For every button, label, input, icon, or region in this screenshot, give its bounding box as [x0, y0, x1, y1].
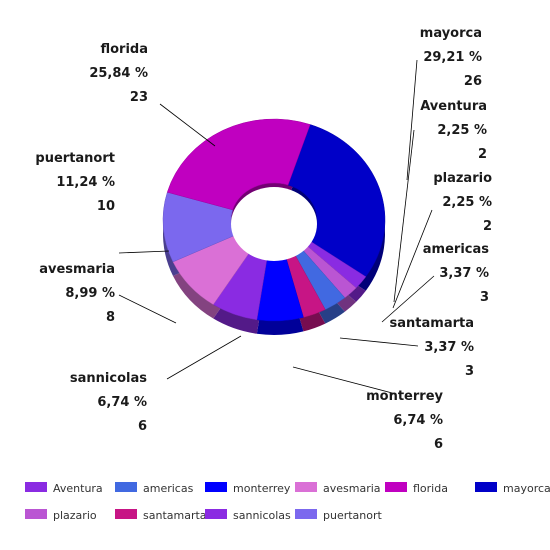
legend-label-florida: florida	[413, 482, 448, 495]
legend-swatch-americas	[115, 482, 137, 492]
leader-line-mayorca	[406, 59, 418, 181]
slice-label-name-americas: americas	[423, 242, 489, 257]
leader-line-americas	[381, 275, 435, 323]
legend-swatch-florida	[385, 482, 407, 492]
leader-line-avesmaria	[118, 294, 177, 324]
legend-label-aventura: Aventura	[53, 482, 103, 495]
slice-label-name-mayorca: mayorca	[420, 26, 482, 41]
legend-label-sannicolas: sannicolas	[233, 509, 291, 522]
leader-line-aventura	[393, 129, 415, 303]
leader-line-florida	[159, 103, 216, 147]
legend-swatch-monterrey	[205, 482, 227, 492]
legend-label-americas: americas	[143, 482, 194, 495]
legend-swatch-sannicolas	[205, 509, 227, 519]
slice-label-percent-puertanort: 11,24 %	[56, 175, 115, 190]
legend-label-mayorca: mayorca	[503, 482, 550, 495]
slice-label-percent-santamarta: 3,37 %	[424, 340, 474, 355]
legend-item-aventura: Aventura	[25, 482, 103, 495]
leader-line-monterrey	[292, 366, 397, 395]
slice-label-name-puertanort: puertanort	[35, 151, 115, 166]
slice-label-value-plazario: 2	[483, 219, 492, 234]
legend-label-puertanort: puertanort	[323, 509, 383, 522]
slice-label-percent-florida: 25,84 %	[89, 66, 148, 81]
leader-line-plazario	[392, 209, 433, 309]
legend: Aventura americas monterrey avesmaria florid…	[25, 482, 550, 522]
slice-label-percent-mayorca: 29,21 %	[423, 50, 482, 65]
leader-line-puertanort	[118, 250, 170, 254]
slice-label-percent-americas: 3,37 %	[439, 266, 489, 281]
slice-label-name-plazario: plazario	[433, 171, 492, 186]
slice-label-value-mayorca: 26	[464, 74, 482, 89]
slice-label-value-puertanort: 10	[97, 199, 115, 214]
donut-hole	[231, 187, 317, 261]
slice-label-percent-avesmaria: 8,99 %	[65, 286, 115, 301]
legend-item-avesmaria: avesmaria	[295, 482, 381, 495]
slice-label-name-monterrey: monterrey	[366, 389, 443, 404]
slice-label-percent-sannicolas: 6,74 %	[97, 395, 147, 410]
legend-item-santamarta: santamarta	[115, 509, 207, 522]
legend-label-plazario: plazario	[53, 509, 97, 522]
slice-label-name-santamarta: santamarta	[390, 316, 474, 331]
legend-label-avesmaria: avesmaria	[323, 482, 381, 495]
slice-label-percent-monterrey: 6,74 %	[393, 413, 443, 428]
legend-label-monterrey: monterrey	[233, 482, 291, 495]
legend-item-americas: americas	[115, 482, 194, 495]
legend-swatch-avesmaria	[295, 482, 317, 492]
slice-label-value-americas: 3	[480, 290, 489, 305]
legend-item-puertanort: puertanort	[295, 509, 383, 522]
slice-florida	[166, 118, 311, 211]
legend-label-santamarta: santamarta	[143, 509, 207, 522]
leader-line-sannicolas	[166, 335, 242, 380]
slice-label-name-aventura: Aventura	[420, 99, 487, 114]
legend-item-florida: florida	[385, 482, 448, 495]
slice-label-name-sannicolas: sannicolas	[70, 371, 147, 386]
legend-swatch-santamarta	[115, 509, 137, 519]
slice-label-name-florida: florida	[100, 42, 148, 57]
slice-label-value-sannicolas: 6	[138, 419, 147, 434]
legend-item-sannicolas: sannicolas	[205, 509, 291, 522]
slice-label-value-florida: 23	[130, 90, 148, 105]
slice-label-name-avesmaria: avesmaria	[39, 262, 115, 277]
donut-hole-center	[231, 187, 317, 261]
slice-label-value-monterrey: 6	[434, 437, 443, 452]
legend-swatch-puertanort	[295, 509, 317, 519]
legend-swatch-aventura	[25, 482, 47, 492]
slice-label-percent-plazario: 2,25 %	[442, 195, 492, 210]
legend-item-plazario: plazario	[25, 509, 97, 522]
slice-label-value-avesmaria: 8	[106, 310, 115, 325]
legend-item-monterrey: monterrey	[205, 482, 291, 495]
slice-label-value-santamarta: 3	[465, 364, 474, 379]
leader-lines	[118, 59, 435, 395]
leader-line-santamarta	[339, 337, 419, 347]
legend-item-mayorca: mayorca	[475, 482, 550, 495]
slice-label-value-aventura: 2	[478, 147, 487, 162]
legend-swatch-plazario	[25, 509, 47, 519]
legend-swatch-mayorca	[475, 482, 497, 492]
slice-label-percent-aventura: 2,25 %	[437, 123, 487, 138]
